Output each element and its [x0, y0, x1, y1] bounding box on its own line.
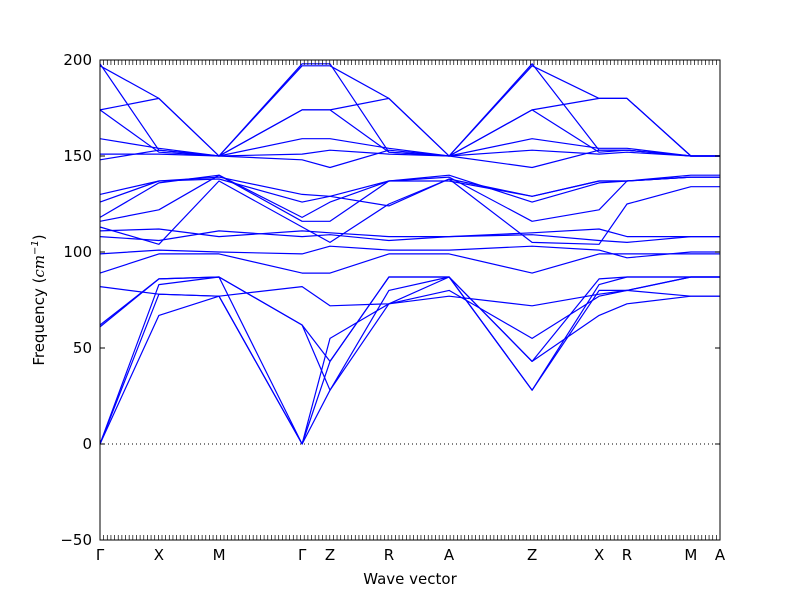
labels-layer: Wave vector Frequency (cm−1) [30, 234, 458, 588]
y-tick-label: −50 [60, 531, 92, 549]
band-line-6 [99, 286, 720, 307]
band-line-9 [99, 230, 720, 243]
y-tick-label: 100 [63, 243, 92, 261]
band-line-8 [99, 245, 720, 259]
y-tick-label: 50 [73, 339, 92, 357]
x-tick-label: X [154, 546, 164, 564]
y-tick-label: 0 [82, 435, 92, 453]
x-axis-label: Wave vector [363, 570, 457, 588]
x-tick-label: Γ [96, 546, 105, 564]
y-axis-label: Frequency (cm−1) [30, 234, 48, 365]
y-tick-label: 200 [63, 51, 92, 69]
band-line-10 [99, 228, 720, 238]
band-line-22 [99, 63, 720, 157]
y-tick-label: 150 [63, 147, 92, 165]
x-tick-label: Γ [298, 546, 307, 564]
band-line-7 [99, 253, 720, 274]
band-line-15 [99, 176, 720, 197]
x-tick-label: R [384, 546, 394, 564]
x-tick-label: R [622, 546, 632, 564]
plot-area [99, 59, 721, 541]
band-line-21 [99, 65, 720, 157]
series-layer [99, 63, 720, 445]
x-tick-label: X [594, 546, 604, 564]
band-line-11 [99, 178, 720, 245]
x-tick-label: A [444, 546, 455, 564]
x-tick-label: A [715, 546, 726, 564]
x-tick-label: M [684, 546, 697, 564]
band-line-5 [99, 276, 720, 445]
x-tick-label: M [213, 546, 226, 564]
x-tick-label: Z [527, 546, 537, 564]
x-tick-label: Z [325, 546, 335, 564]
